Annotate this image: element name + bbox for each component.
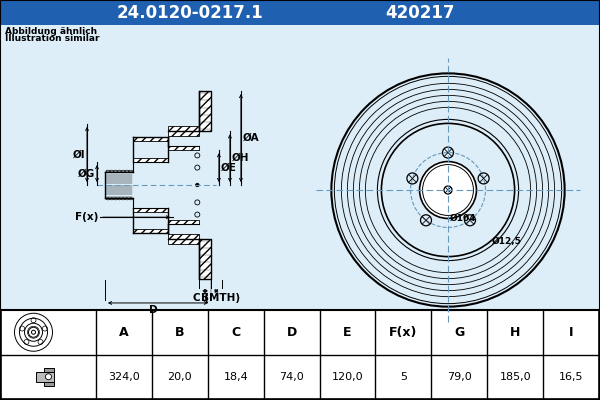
Bar: [199, 239, 211, 279]
Text: 24.0120-0217.1: 24.0120-0217.1: [116, 4, 263, 22]
Bar: [1, 310, 599, 399]
Text: 185,0: 185,0: [499, 372, 531, 382]
Circle shape: [196, 183, 199, 187]
Text: B: B: [201, 293, 209, 303]
Text: 79,0: 79,0: [447, 372, 472, 382]
Bar: [168, 234, 199, 244]
Bar: [100, 86, 231, 284]
Text: 18,4: 18,4: [223, 372, 248, 382]
Text: ØI: ØI: [73, 150, 85, 160]
Text: 74,0: 74,0: [279, 372, 304, 382]
Circle shape: [46, 374, 52, 380]
Bar: [168, 220, 199, 224]
Text: D: D: [286, 326, 297, 339]
Text: 5: 5: [400, 372, 407, 382]
Circle shape: [419, 162, 476, 218]
Text: H: H: [510, 326, 520, 339]
Circle shape: [326, 68, 569, 312]
Bar: [44, 382, 53, 386]
Text: 20,0: 20,0: [167, 372, 192, 382]
Text: I: I: [569, 326, 574, 339]
Text: G: G: [454, 326, 464, 339]
Bar: [133, 229, 168, 233]
Bar: [35, 372, 53, 382]
Bar: [44, 368, 53, 372]
Text: C: C: [231, 326, 240, 339]
Text: E: E: [343, 326, 352, 339]
Text: B: B: [175, 326, 185, 339]
Text: ØG: ØG: [78, 168, 95, 178]
Text: A: A: [119, 326, 129, 339]
Text: 420217: 420217: [385, 4, 455, 22]
Bar: [168, 146, 199, 150]
Text: 120,0: 120,0: [332, 372, 364, 382]
Bar: [199, 91, 211, 131]
Text: ØE: ØE: [221, 162, 237, 173]
Text: ØH: ØH: [232, 153, 250, 163]
Text: Ø12,5: Ø12,5: [491, 237, 521, 246]
Text: D: D: [149, 305, 157, 315]
Bar: [133, 158, 168, 162]
Text: 324,0: 324,0: [108, 372, 140, 382]
Bar: [0, 0, 600, 25]
Text: F(x): F(x): [389, 326, 418, 339]
Text: C (MTH): C (MTH): [193, 293, 240, 303]
Bar: [133, 137, 168, 141]
Text: F(x): F(x): [74, 212, 98, 222]
Text: 16,5: 16,5: [559, 372, 583, 382]
Bar: [133, 208, 168, 212]
Bar: [168, 126, 199, 136]
Text: ØA: ØA: [243, 133, 260, 143]
Text: Illustration similar: Illustration similar: [5, 34, 100, 43]
Text: Ø104: Ø104: [450, 214, 476, 222]
Text: Abbildung ähnlich: Abbildung ähnlich: [5, 27, 97, 36]
